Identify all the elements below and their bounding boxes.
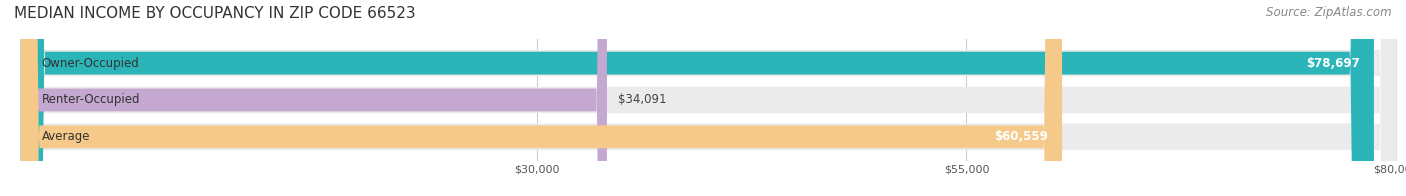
Text: Owner-Occupied: Owner-Occupied [41,57,139,70]
Text: Average: Average [41,130,90,143]
FancyBboxPatch shape [21,0,607,196]
Text: $60,559: $60,559 [994,130,1049,143]
FancyBboxPatch shape [21,0,1396,196]
FancyBboxPatch shape [21,0,1374,196]
Text: $34,091: $34,091 [619,93,666,106]
FancyBboxPatch shape [21,0,1396,196]
FancyBboxPatch shape [21,0,1062,196]
FancyBboxPatch shape [21,0,1396,196]
Text: $78,697: $78,697 [1306,57,1360,70]
Text: Source: ZipAtlas.com: Source: ZipAtlas.com [1267,6,1392,19]
Text: Renter-Occupied: Renter-Occupied [41,93,141,106]
Text: MEDIAN INCOME BY OCCUPANCY IN ZIP CODE 66523: MEDIAN INCOME BY OCCUPANCY IN ZIP CODE 6… [14,6,416,21]
